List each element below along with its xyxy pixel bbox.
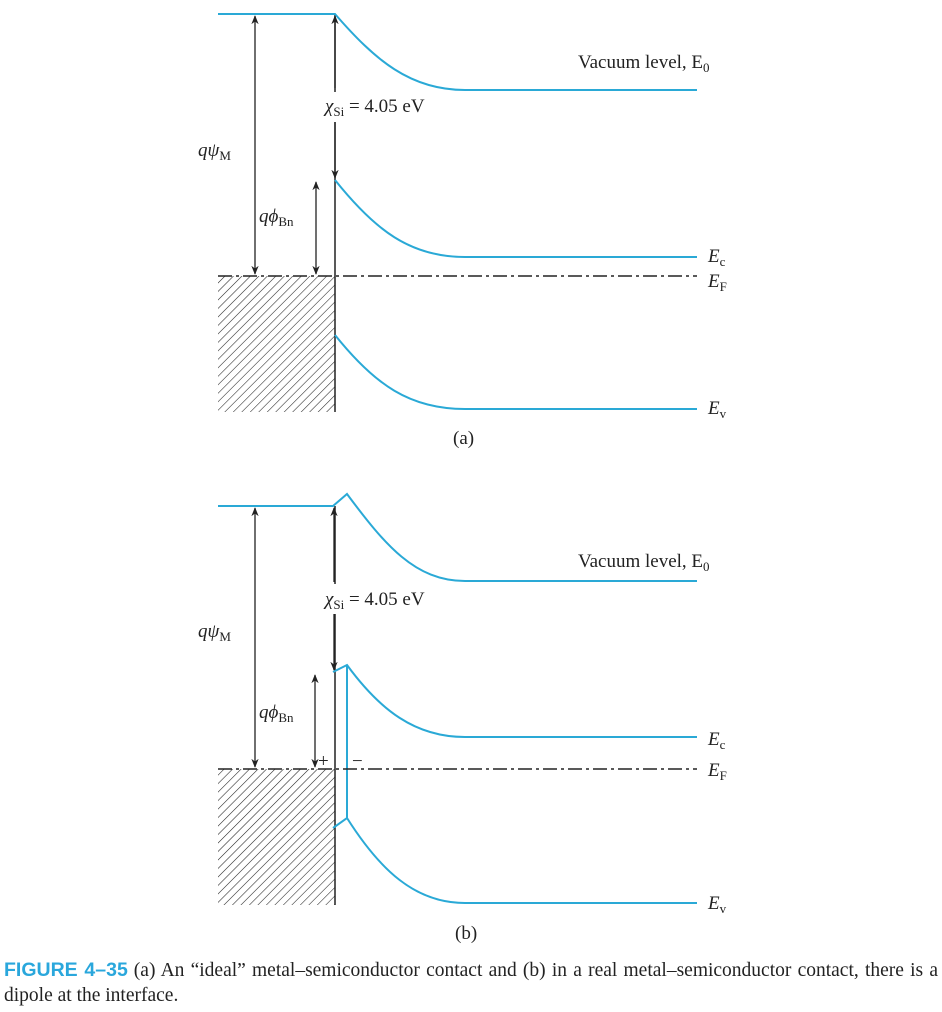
minus-charge: −: [352, 751, 363, 772]
metal-region: [218, 769, 335, 905]
conduction-band: [334, 179, 697, 258]
ev-label: Ev: [707, 893, 727, 916]
vacuum-label: Vacuum level, E0: [578, 551, 710, 574]
vacuum-label: Vacuum level, E0: [578, 52, 710, 75]
vacuum-level: [218, 13, 697, 91]
valence-band: [334, 334, 697, 410]
psi-label: qψM: [198, 621, 231, 644]
caption-text: (a) An “ideal” metal–semiconductor conta…: [4, 960, 938, 1006]
ev-label: Ev: [707, 398, 727, 421]
ef-label: EF: [707, 271, 727, 294]
chi-label: χSi = 4.05 eV: [323, 589, 425, 612]
panel-b: Vacuum level, E0 χSi = 4.05 eV qψM qϕBn …: [198, 492, 727, 944]
conduction-band: [332, 663, 697, 738]
valence-band: [332, 816, 697, 904]
plus-charge: +: [318, 751, 329, 772]
figure-caption: FIGURE 4–35 (a) An “ideal” metal–semicond…: [4, 958, 938, 1008]
phi-label: qϕBn: [259, 702, 294, 725]
metal-region: [218, 276, 335, 412]
figure-number: FIGURE 4–35: [4, 959, 128, 981]
phi-label: qϕBn: [259, 206, 294, 229]
panel-tag: (b): [455, 923, 477, 944]
ef-label: EF: [707, 760, 727, 783]
panel-tag: (a): [453, 428, 474, 449]
psi-label: qψM: [198, 140, 231, 163]
vacuum-level: [218, 492, 697, 582]
ec-label: Ec: [707, 246, 726, 269]
ec-label: Ec: [707, 729, 726, 752]
panel-a: Vacuum level, E0 χSi = 4.05 eV qψM qϕBn …: [198, 13, 727, 449]
chi-label: χSi = 4.05 eV: [323, 96, 425, 119]
